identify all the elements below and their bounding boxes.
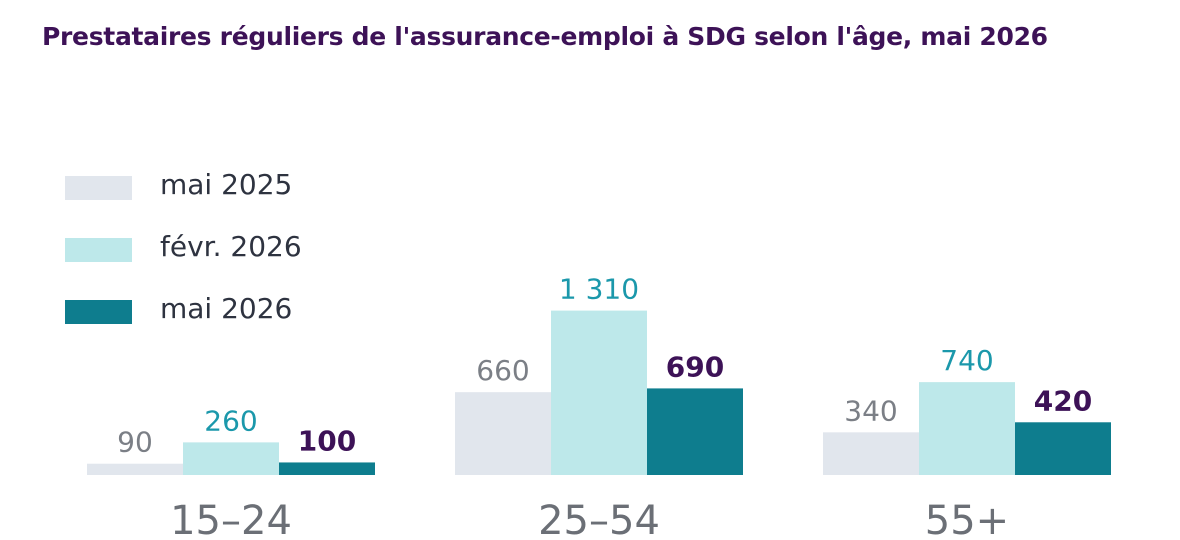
category-label-15-24: 15–24 [170,498,292,540]
category-label-25-54: 25–54 [538,498,660,540]
data-label-mai-2025-55: 340 [844,394,897,427]
bar-mai-2025-15-24 [87,463,183,475]
legend-swatch-mai-2025 [65,176,132,200]
bar-mai-2026-15-24 [279,462,375,475]
data-label-mai-2025-25-54: 660 [476,354,529,387]
data-label-mai-2026-55: 420 [1034,384,1092,417]
bar-mai-2025-25-54 [455,392,551,475]
data-label-mai-2026-15-24: 100 [298,424,356,457]
data-label-f-vr-2026-25-54: 1 310 [559,273,639,306]
legend-swatch-mai-2026 [65,300,132,324]
chart-title: Prestataires réguliers de l'assurance-em… [42,22,1048,51]
bar-mai-2026-25-54 [647,388,743,475]
legend-label-fevr-2026: févr. 2026 [160,230,302,263]
bar-f-vr-2026-15-24 [183,442,279,475]
bar-mai-2025-55 [823,432,919,475]
data-label-mai-2026-25-54: 690 [666,350,724,383]
category-label-55: 55+ [925,498,1009,540]
data-label-f-vr-2026-15-24: 260 [204,404,257,437]
legend-label-mai-2025: mai 2025 [160,168,293,201]
bar-mai-2026-55 [1015,422,1111,475]
bar-group-25-54: 660 1 310 690 25–54 [455,273,743,540]
legend-label-mai-2026: mai 2026 [160,292,293,325]
bar-group-15-24: 90 260 100 15–24 [87,404,375,540]
data-label-mai-2025-15-24: 90 [117,426,153,459]
bar-group-55: 340 740 420 55+ [823,344,1111,540]
data-label-f-vr-2026-55: 740 [940,344,993,377]
legend-swatch-fevr-2026 [65,238,132,262]
bar-f-vr-2026-25-54 [551,310,647,475]
bar-f-vr-2026-55 [919,382,1015,475]
